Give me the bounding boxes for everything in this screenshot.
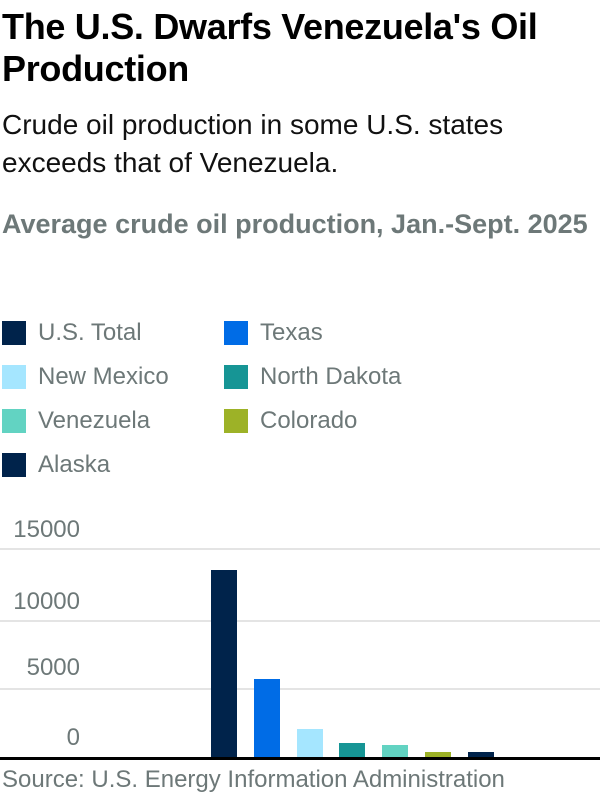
bar-u-s-total	[211, 570, 237, 758]
chart-headline: The U.S. Dwarfs Venezuela's Oil Producti…	[2, 6, 538, 89]
legend-swatch	[224, 409, 248, 433]
grid-line-15000	[0, 548, 600, 550]
y-tick-label: 10000	[13, 588, 80, 615]
legend-swatch	[224, 321, 248, 345]
legend-item-alaska: Alaska	[2, 450, 110, 480]
bar-new-mexico	[297, 729, 323, 758]
bar-venezuela	[382, 745, 408, 758]
y-tick-label: 0	[66, 724, 80, 751]
grid-line-10000	[0, 620, 600, 622]
y-tick-label: 15000	[13, 516, 80, 543]
x-axis-baseline	[0, 757, 600, 760]
legend-swatch	[2, 453, 26, 477]
legend-item-new-mexico: New Mexico	[2, 362, 169, 392]
grid-line-5000	[0, 688, 600, 690]
legend-label: New Mexico	[38, 363, 169, 390]
legend-swatch	[2, 321, 26, 345]
bar-colorado	[425, 752, 451, 758]
y-tick-label: 5000	[26, 654, 80, 681]
legend-swatch	[224, 365, 248, 389]
legend-item-venezuela: Venezuela	[2, 406, 150, 436]
bar-north-dakota	[339, 743, 365, 758]
source-note: Source: U.S. Energy Information Administ…	[2, 766, 505, 793]
legend-swatch	[2, 365, 26, 389]
bar-alaska	[468, 752, 494, 758]
chart-title: Average crude oil production, Jan.-Sept.…	[2, 209, 588, 239]
bar-texas	[254, 679, 280, 758]
legend-label: North Dakota	[260, 363, 402, 390]
legend-label: Colorado	[260, 407, 358, 434]
legend-label: Venezuela	[38, 407, 151, 434]
legend-label: Texas	[260, 319, 323, 346]
legend-item-texas: Texas	[224, 318, 323, 348]
legend-label: Alaska	[38, 451, 111, 478]
chart-subtitle: Crude oil production in some U.S. states…	[2, 109, 504, 178]
legend-swatch	[2, 409, 26, 433]
legend-label: U.S. Total	[38, 319, 142, 346]
legend-item-north-dakota: North Dakota	[224, 362, 401, 392]
legend-item-colorado: Colorado	[224, 406, 357, 436]
legend-item-us-total: U.S. Total	[2, 318, 142, 348]
